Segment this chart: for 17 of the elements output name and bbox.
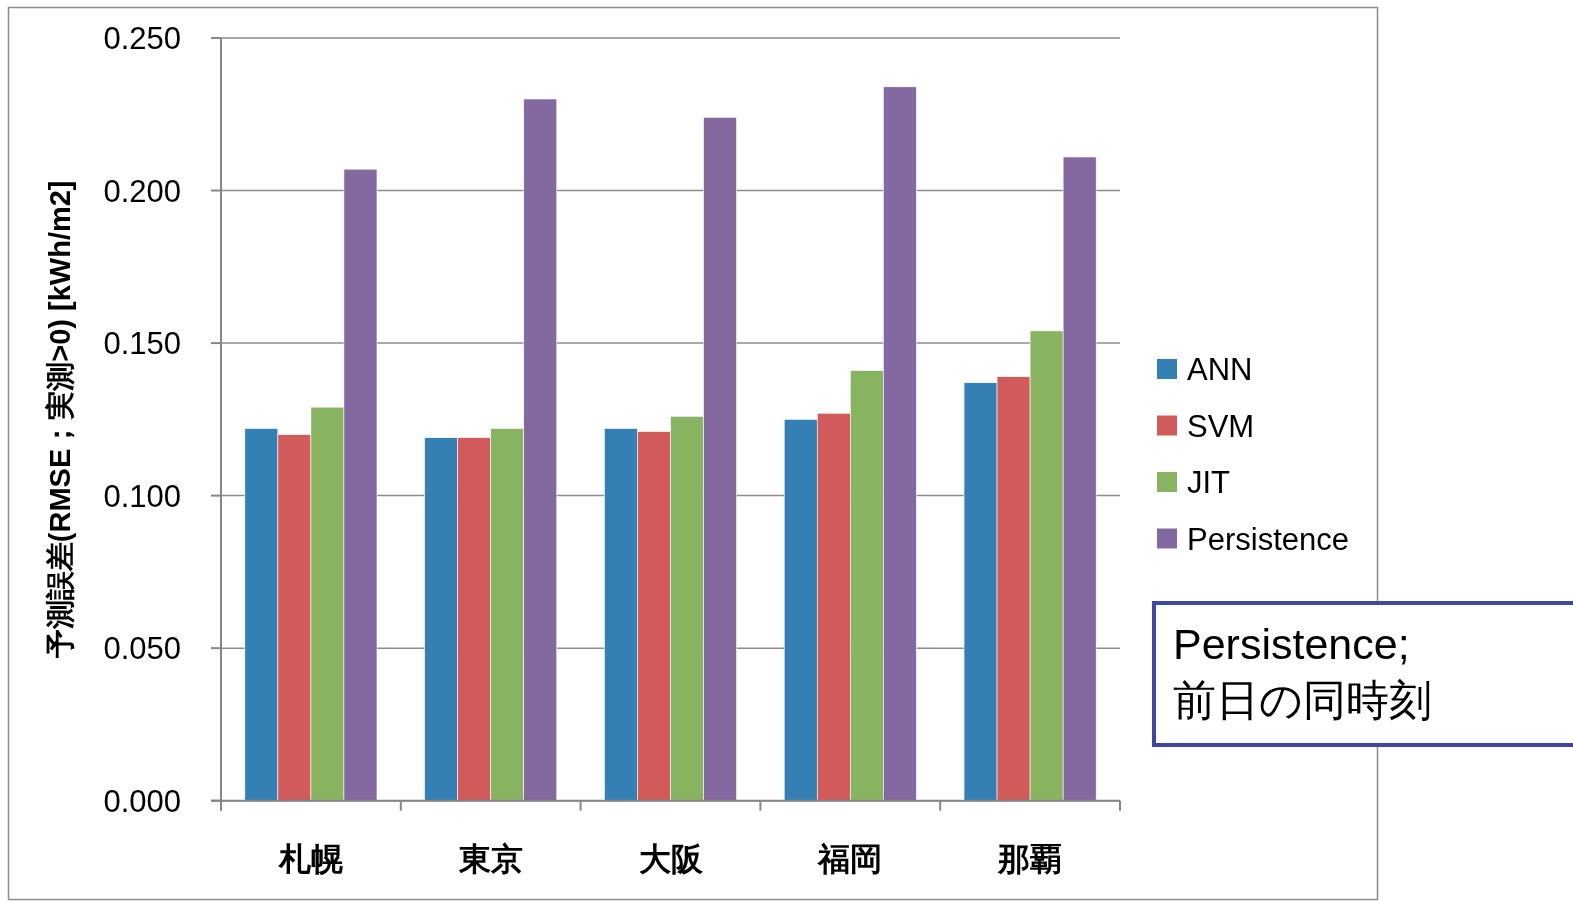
x-tick-label: 東京 xyxy=(457,841,523,877)
x-tick-label: 札幌 xyxy=(277,841,343,877)
legend-label: Persistence xyxy=(1187,521,1349,557)
x-tick-label: 大阪 xyxy=(638,841,704,877)
y-tick-label: 0.150 xyxy=(103,326,181,362)
y-tick-label: 0.250 xyxy=(103,21,181,56)
legend-label: ANN xyxy=(1187,352,1253,387)
y-axis-title: 予測誤差(RMSE；実測>0) [kWh/m2] xyxy=(44,180,76,660)
legend-label: JIT xyxy=(1187,465,1231,500)
y-tick-label: 0.100 xyxy=(103,478,181,514)
text: Persistence; 前日の同時刻 xyxy=(1173,620,1432,724)
y-tick-label: 0.000 xyxy=(103,783,181,819)
y-tick-label: 0.200 xyxy=(103,173,181,209)
x-tick-label: 福岡 xyxy=(816,841,883,877)
y-tick-label: 0.050 xyxy=(103,631,181,667)
x-tick-label: 那覇 xyxy=(997,841,1063,877)
legend-label: SVM xyxy=(1187,408,1255,444)
